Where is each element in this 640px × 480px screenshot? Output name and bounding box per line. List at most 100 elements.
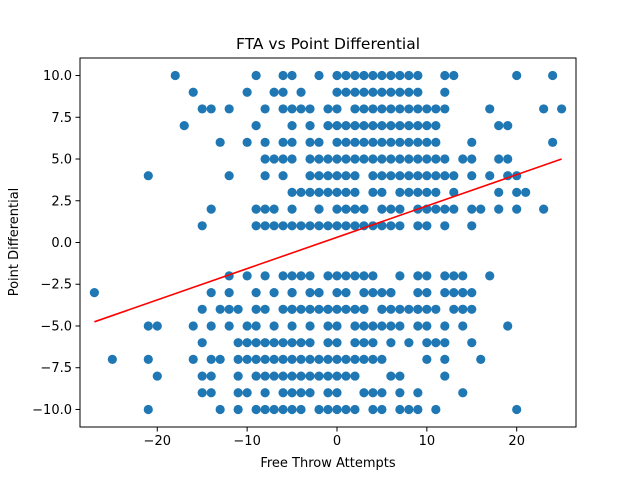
data-point [404, 137, 414, 147]
data-point [404, 338, 414, 348]
data-point [305, 271, 315, 281]
data-point [323, 221, 333, 231]
data-point [143, 354, 153, 364]
data-point [251, 338, 261, 348]
data-point [377, 171, 387, 181]
data-point [287, 404, 297, 415]
data-point [422, 354, 432, 364]
x-tick-label: 10 [419, 434, 436, 449]
data-point [251, 70, 261, 81]
data-point [305, 371, 315, 381]
data-point [377, 187, 387, 198]
data-point [377, 388, 387, 398]
data-point [197, 104, 207, 114]
data-point [359, 338, 369, 348]
data-point [359, 204, 369, 214]
data-point [422, 137, 432, 147]
data-point [278, 304, 288, 314]
data-point [323, 321, 333, 331]
data-point [395, 304, 405, 314]
data-point [305, 104, 315, 114]
data-point [386, 121, 396, 131]
data-point [278, 338, 288, 348]
data-point [242, 321, 252, 331]
data-point [368, 287, 378, 298]
data-point [359, 354, 369, 364]
data-point [314, 204, 324, 214]
data-point [188, 321, 198, 331]
data-point [269, 404, 279, 415]
data-point [377, 287, 387, 298]
data-point [296, 404, 306, 415]
data-point [206, 321, 216, 331]
data-point [395, 371, 405, 381]
data-point [368, 137, 378, 147]
data-point [422, 287, 432, 298]
data-point [350, 404, 360, 415]
data-point [224, 321, 234, 331]
data-point [314, 137, 324, 147]
data-point [260, 354, 270, 364]
data-point [359, 321, 369, 331]
data-point [260, 104, 270, 114]
data-point [413, 87, 423, 97]
data-point [440, 354, 450, 364]
fit-line [94, 158, 562, 323]
data-point [224, 104, 234, 114]
data-point [422, 321, 432, 331]
data-point [431, 304, 441, 314]
data-point [305, 338, 315, 348]
data-point [287, 204, 297, 214]
data-point [296, 371, 306, 381]
data-point [323, 371, 333, 381]
data-point [350, 154, 360, 164]
data-point [305, 388, 315, 398]
data-point [242, 388, 252, 398]
data-point [368, 154, 378, 164]
data-point [197, 371, 207, 381]
data-point [278, 354, 288, 364]
data-point [395, 221, 405, 231]
data-point [206, 354, 216, 364]
data-point [323, 338, 333, 348]
data-point [512, 70, 522, 81]
data-point [413, 404, 423, 415]
y-tick-label: −7.5 [40, 361, 72, 376]
data-point [485, 171, 495, 181]
data-point [296, 338, 306, 348]
data-point [368, 87, 378, 97]
data-point [377, 354, 387, 364]
data-point [440, 204, 450, 214]
data-point [350, 338, 360, 348]
data-point [197, 221, 207, 231]
data-point [323, 304, 333, 314]
data-point [233, 404, 243, 415]
data-point [260, 171, 270, 181]
data-point [404, 171, 414, 181]
data-point [287, 287, 297, 298]
data-point [314, 171, 324, 181]
data-point [287, 338, 297, 348]
data-point [395, 104, 405, 114]
data-point [422, 187, 432, 198]
data-point [296, 304, 306, 314]
data-point [377, 321, 387, 331]
data-point [485, 271, 495, 281]
data-point [332, 371, 342, 381]
data-point [359, 137, 369, 147]
data-point [359, 388, 369, 398]
data-point [332, 70, 342, 81]
y-tick-label: 7.5 [51, 111, 72, 126]
data-point [89, 287, 99, 298]
data-point [476, 354, 486, 364]
data-point [368, 187, 378, 198]
data-point [206, 204, 216, 214]
data-point [440, 104, 450, 114]
data-point [296, 104, 306, 114]
data-point [467, 171, 477, 181]
data-point [242, 137, 252, 147]
data-point [539, 104, 549, 114]
data-point [458, 287, 468, 298]
data-point [386, 154, 396, 164]
